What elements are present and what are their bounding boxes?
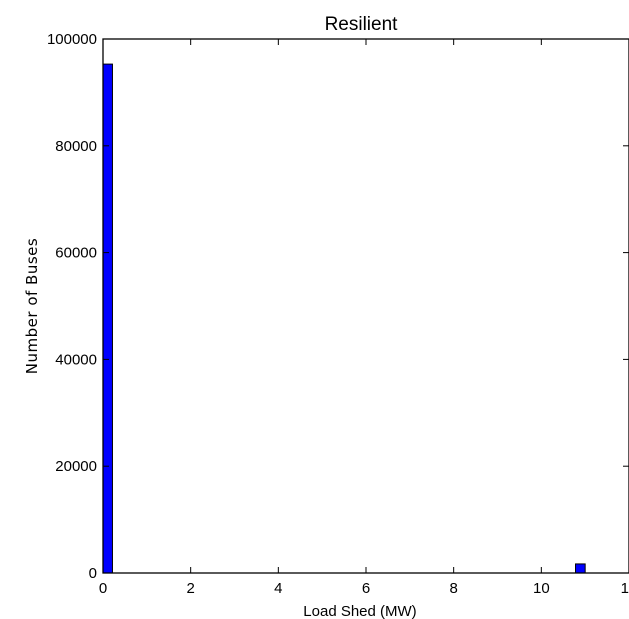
y-tick-label: 100000 — [47, 31, 97, 48]
y-tick-label: 60000 — [55, 245, 97, 262]
x-tick-label: 10 — [533, 580, 550, 597]
y-tick-label: 20000 — [55, 458, 97, 475]
x-tick-label: 8 — [449, 580, 457, 597]
y-tick-label: 80000 — [55, 138, 97, 155]
bars-group — [102, 63, 586, 574]
histogram-bar-1 — [575, 563, 586, 574]
x-tick-label: 12 — [621, 580, 629, 597]
plot-frame — [102, 38, 629, 574]
y-axis-ticks: 0 20000 40000 60000 80000 100000 — [47, 31, 629, 582]
histogram-bar-0 — [102, 63, 113, 574]
x-axis-ticks: 0 2 4 6 8 10 12 — [99, 39, 629, 597]
y-tick-label: 0 — [89, 565, 97, 582]
x-axis-label: Load Shed (MW) — [303, 603, 416, 619]
x-tick-label: 6 — [362, 580, 370, 597]
x-tick-label: 4 — [274, 580, 282, 597]
chart-title: Resilient — [325, 14, 399, 35]
y-axis-label: Number of Buses — [23, 238, 41, 374]
y-tick-label: 40000 — [55, 351, 97, 368]
x-tick-label: 0 — [99, 580, 107, 597]
x-tick-label: 2 — [186, 580, 194, 597]
